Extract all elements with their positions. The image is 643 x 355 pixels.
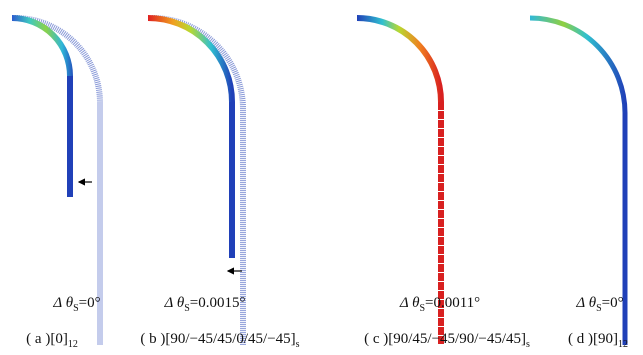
caption-label: ( a ) <box>26 331 50 347</box>
caption-layup: [90/45/−45/90/−45/45] <box>388 331 526 347</box>
deformed-arc <box>12 18 70 76</box>
caption-subscript: 12 <box>618 339 628 350</box>
delta-value: =0.0011° <box>425 295 480 311</box>
delta-symbol: Δ θ <box>575 295 596 311</box>
caption: ( a )[0]12 <box>26 331 78 350</box>
delta-value: =0.0015° <box>190 295 246 311</box>
delta-symbol: Δ θ <box>164 295 185 311</box>
caption: ( c )[90/45/−45/90/−45/45]s <box>364 331 530 350</box>
caption-label: ( d ) <box>568 331 593 347</box>
deformed-arc <box>530 18 625 113</box>
caption-label: ( c ) <box>364 331 388 347</box>
deformed-arc <box>148 18 232 102</box>
delta-value: =0° <box>602 295 624 311</box>
caption-layup: [90/−45/45/0/45/−45] <box>165 331 295 347</box>
caption-layup: [90] <box>593 331 618 347</box>
caption-subscript: 12 <box>68 339 78 350</box>
caption-subscript: s <box>526 339 530 350</box>
figure: Δ θS=0°( a )[0]12Δ θS=0.0015°( b )[90/−4… <box>0 0 643 355</box>
delta-label: Δ θS=0° <box>52 295 100 314</box>
delta-symbol: Δ θ <box>399 295 420 311</box>
caption-subscript: s <box>296 339 300 350</box>
caption-label: ( b ) <box>140 331 165 347</box>
delta-value: =0° <box>79 295 101 311</box>
delta-label: Δ θS=0° <box>575 295 623 314</box>
deformed-arc <box>357 18 441 102</box>
caption-layup: [0] <box>50 331 68 347</box>
caption: ( b )[90/−45/45/0/45/−45]s <box>140 331 299 350</box>
caption: ( d )[90]12 <box>568 331 628 350</box>
delta-label: Δ θS=0.0015° <box>164 295 246 314</box>
delta-symbol: Δ θ <box>52 295 73 311</box>
